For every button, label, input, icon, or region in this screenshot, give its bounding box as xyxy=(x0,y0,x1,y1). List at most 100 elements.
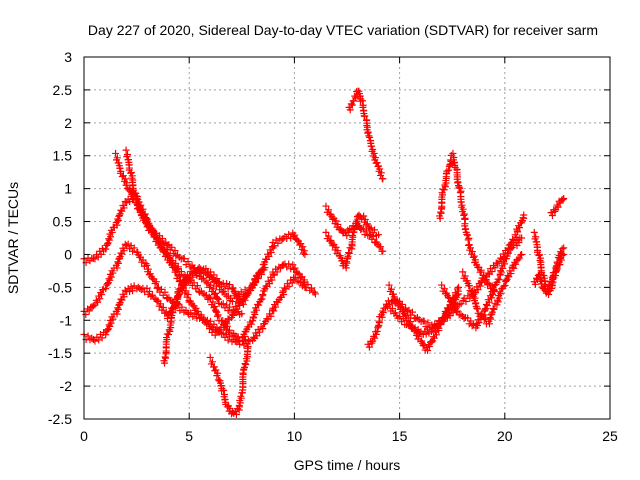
data-point xyxy=(201,319,209,327)
series-track-f xyxy=(160,264,269,367)
data-point xyxy=(495,276,503,284)
y-tick-label: 2 xyxy=(64,115,72,131)
x-tick-label: 5 xyxy=(185,428,193,444)
x-tick-label: 25 xyxy=(602,428,618,444)
x-tick-label: 20 xyxy=(497,428,513,444)
data-point xyxy=(267,249,275,257)
data-point xyxy=(427,327,435,335)
data-point xyxy=(455,283,463,291)
data-point xyxy=(180,255,188,263)
x-tick-label: 15 xyxy=(392,428,408,444)
data-point xyxy=(549,278,557,286)
data-point xyxy=(473,305,481,313)
data-point xyxy=(272,303,280,311)
data-point xyxy=(501,260,509,268)
data-point xyxy=(129,287,137,295)
data-point xyxy=(135,202,143,210)
data-point xyxy=(479,271,487,279)
data-point xyxy=(255,301,263,309)
data-point xyxy=(257,270,265,278)
data-point xyxy=(332,217,340,225)
series-track-o xyxy=(438,211,528,332)
data-point xyxy=(229,284,237,292)
data-point xyxy=(405,314,413,322)
data-point xyxy=(207,281,215,289)
data-point xyxy=(466,244,474,252)
y-tick-label: -2 xyxy=(60,378,73,394)
data-point xyxy=(301,283,309,291)
data-point xyxy=(332,243,340,251)
data-point xyxy=(497,290,505,298)
data-point xyxy=(560,250,568,258)
data-point xyxy=(548,212,556,220)
data-point xyxy=(515,254,523,262)
y-tick-label: 1 xyxy=(64,181,72,197)
data-point xyxy=(449,309,457,317)
data-point xyxy=(518,234,526,242)
data-point xyxy=(285,260,293,268)
data-point xyxy=(424,319,432,327)
y-tick-label: 1.5 xyxy=(53,148,73,164)
data-point xyxy=(259,292,267,300)
data-point xyxy=(243,357,251,365)
data-point xyxy=(420,317,428,325)
data-point xyxy=(516,224,524,232)
data-point xyxy=(238,310,246,318)
data-point xyxy=(506,240,514,248)
data-point xyxy=(358,97,366,105)
data-point xyxy=(489,290,497,298)
data-point xyxy=(534,246,542,254)
data-point xyxy=(196,288,204,296)
data-point xyxy=(161,359,169,367)
data-point xyxy=(411,324,419,332)
plot-frame xyxy=(83,56,611,420)
data-point xyxy=(219,329,227,337)
data-point xyxy=(371,154,379,162)
data-point xyxy=(285,282,293,290)
data-point xyxy=(123,199,131,207)
data-point xyxy=(115,300,123,308)
data-point xyxy=(536,270,544,278)
data-point xyxy=(202,265,210,273)
data-point xyxy=(377,169,385,177)
data-point xyxy=(174,292,182,300)
data-point xyxy=(375,231,383,239)
data-point xyxy=(308,284,316,292)
data-point xyxy=(510,264,518,272)
data-point xyxy=(453,173,461,181)
data-point xyxy=(494,298,502,306)
data-point xyxy=(214,295,222,303)
data-point xyxy=(334,247,342,255)
data-point xyxy=(366,133,374,141)
data-point xyxy=(137,206,145,214)
data-point xyxy=(440,285,448,293)
y-tick-label: 0.5 xyxy=(53,214,73,230)
data-point xyxy=(488,294,496,302)
data-point xyxy=(432,331,440,339)
data-point xyxy=(395,299,403,307)
data-point xyxy=(226,281,234,289)
data-point xyxy=(193,282,201,290)
data-point xyxy=(449,149,457,157)
data-point xyxy=(233,305,241,313)
data-point xyxy=(385,281,393,289)
data-point xyxy=(352,223,360,231)
grid xyxy=(84,57,610,419)
data-point xyxy=(512,233,520,241)
data-point xyxy=(481,306,489,314)
data-point xyxy=(376,165,384,173)
data-point xyxy=(223,280,231,288)
data-point xyxy=(385,301,393,309)
data-point xyxy=(223,320,231,328)
data-point xyxy=(408,308,416,316)
data-point xyxy=(242,361,250,369)
data-point xyxy=(171,247,179,255)
data-point xyxy=(211,331,219,339)
data-point xyxy=(553,266,561,274)
data-point xyxy=(214,311,222,319)
data-point xyxy=(139,256,147,264)
data-point xyxy=(514,256,522,264)
data-point xyxy=(113,310,121,318)
data-point xyxy=(322,202,330,210)
data-point xyxy=(484,269,492,277)
